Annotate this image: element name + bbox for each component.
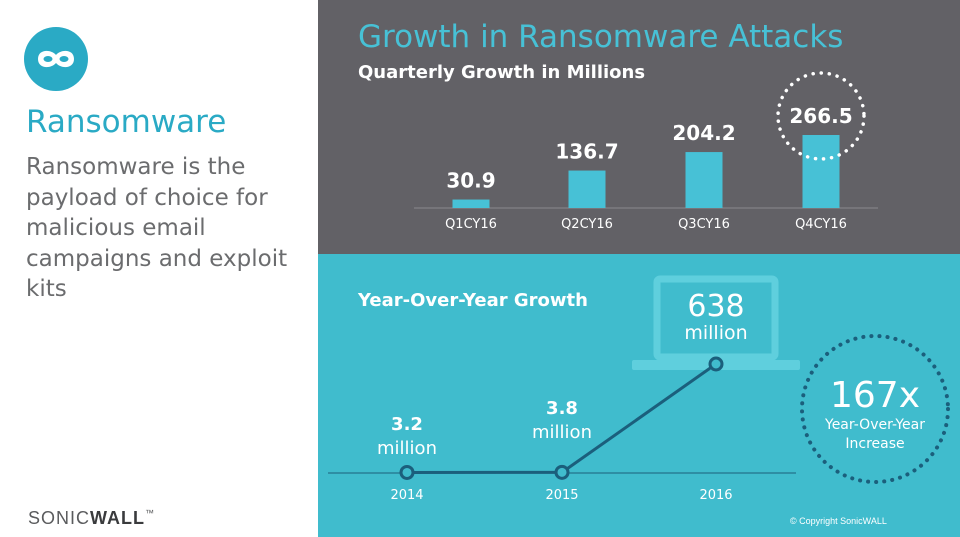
data-label-2015: 3.8 [546, 398, 578, 419]
data-label-2016: 638 [687, 289, 744, 324]
data-label-q3cy16: 204.2 [672, 121, 735, 145]
x-tick-q3cy16: Q3CY16 [678, 217, 730, 232]
quarterly-panel: Growth in Ransomware Attacks Quarterly G… [318, 0, 960, 254]
yoy-title: Year-Over-Year Growth [358, 290, 588, 311]
data-unit-2014: million [377, 438, 437, 459]
brand-trademark: ™ [145, 508, 156, 518]
data-unit-2016: million [684, 322, 747, 344]
bar-q2cy16 [568, 170, 606, 208]
yoy-line-chart: 2014 2015 20163.2million3.8million638milli… [328, 275, 950, 503]
quarterly-subtitle: Quarterly Growth in Millions [358, 62, 646, 83]
point-2014 [399, 464, 415, 480]
x-tick-q4cy16: Q4CY16 [795, 217, 847, 232]
x-tick-q1cy16: Q1CY16 [445, 217, 497, 232]
x-tick-2015: 2015 [545, 488, 578, 503]
x-tick-2014: 2014 [390, 488, 423, 503]
data-label-q2cy16: 136.7 [555, 140, 618, 164]
yoy-panel: Year-Over-Year Growth 2014 2015 2016 3.2 mil… [318, 254, 960, 537]
mask-icon [38, 50, 74, 68]
x-tick-2016: 2016 [699, 488, 732, 503]
increase-dotted-circle [800, 334, 950, 484]
sidebar-title: Ransomware [26, 104, 227, 140]
point-2016 [708, 356, 724, 372]
copyright-text: © Copyright SonicWALL [790, 516, 887, 526]
brand-prefix: SONIC [28, 508, 91, 528]
x-tick-q2cy16: Q2CY16 [561, 217, 613, 232]
main-title: Growth in Ransomware Attacks [358, 19, 844, 55]
increase-label-line2: Increase [845, 436, 904, 452]
brand-suffix: WALL [90, 508, 146, 528]
quarterly-bar-chart: 30.9 Q1CY16 136.7 Q2CY16 204.2 Q3CY16 266.5 Q4C… [414, 71, 878, 232]
bar-q4cy16 [802, 135, 840, 208]
sonicwall-logo: SONICWALL™ [28, 508, 155, 529]
increase-value: 167x [830, 375, 920, 416]
bar-q3cy16 [685, 152, 723, 208]
data-label-q1cy16: 30.9 [446, 169, 495, 193]
data-label-q4cy16: 266.5 [789, 104, 852, 128]
sidebar-panel: Ransomware Ransomware is the payload of … [0, 0, 318, 537]
ransomware-logo [24, 27, 88, 91]
highlight-dotted-circle [776, 71, 866, 161]
data-label-2014: 3.2 [391, 414, 423, 435]
bar-q1cy16 [452, 199, 490, 208]
point-2015 [554, 464, 570, 480]
sidebar-description: Ransomware is the payload of choice for … [26, 154, 288, 302]
increase-label-line1: Year-Over-Year [824, 417, 925, 433]
data-unit-2015: million [532, 422, 592, 443]
